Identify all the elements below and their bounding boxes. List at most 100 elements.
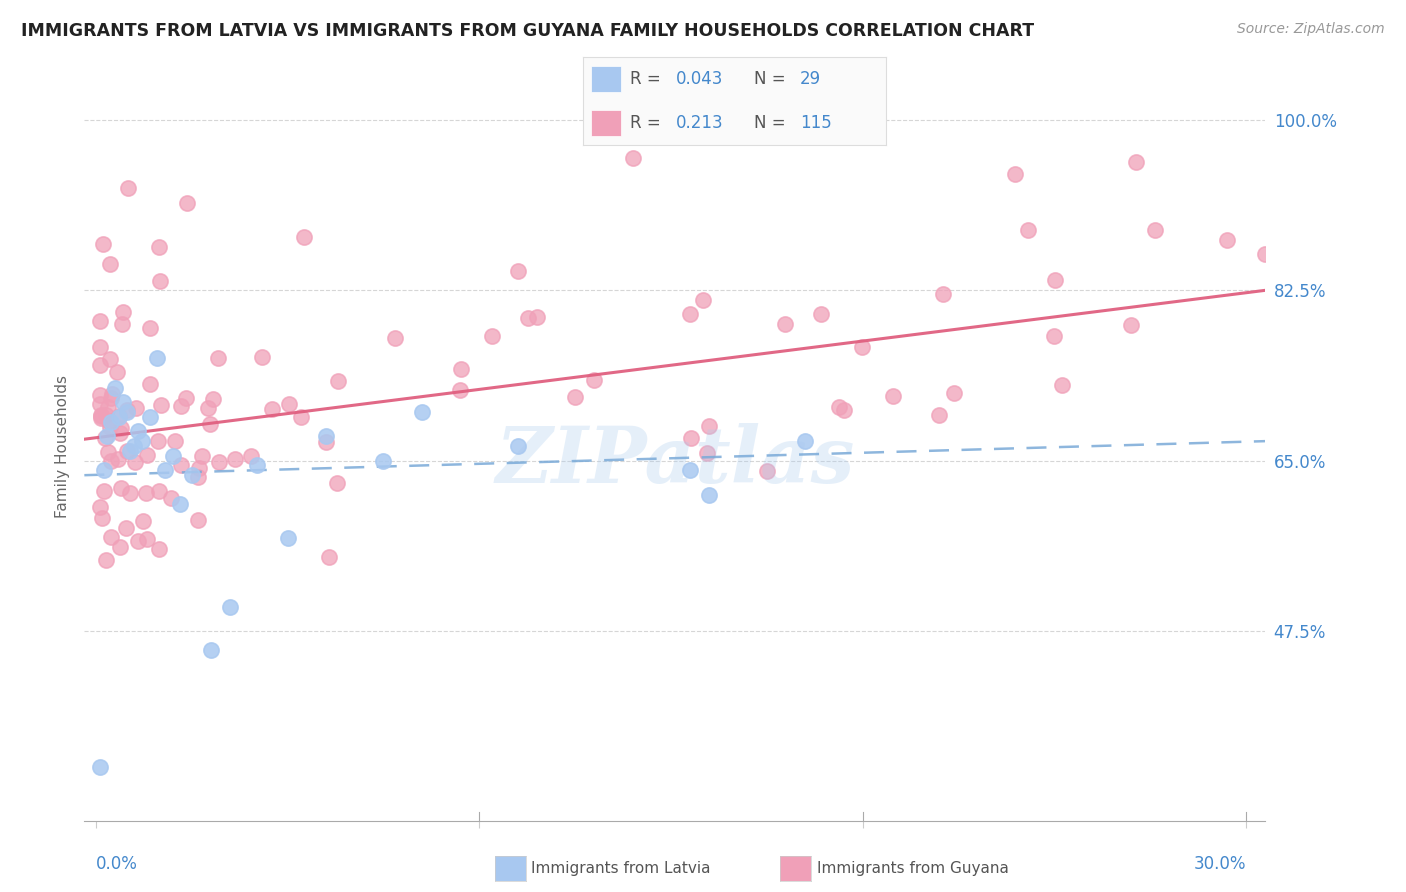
Point [621,151,644,165]
Point [117,443,139,458]
Point [851,340,873,354]
FancyBboxPatch shape [591,110,621,136]
Point [139,320,162,334]
Point [481,329,503,343]
Point [679,463,702,477]
Point [100,391,122,405]
Point [315,435,337,450]
Point [89,397,111,411]
Point [90,409,112,423]
Point [326,374,349,388]
Point [96,553,118,567]
Point [93,483,115,498]
Point [162,449,184,463]
Point [135,532,157,546]
Point [101,387,124,401]
Point [384,331,406,345]
Point [104,381,127,395]
Point [1254,247,1277,261]
Text: N =: N = [754,70,792,88]
Text: ZIPatlas: ZIPatlas [495,423,855,500]
Point [696,446,718,460]
Point [160,491,183,505]
Point [506,439,529,453]
Text: IMMIGRANTS FROM LATVIA VS IMMIGRANTS FROM GUYANA FAMILY HOUSEHOLDS CORRELATION C: IMMIGRANTS FROM LATVIA VS IMMIGRANTS FRO… [21,22,1035,40]
Point [699,488,721,502]
Point [318,549,340,564]
Point [180,468,202,483]
Point [1018,223,1040,237]
Text: 0.213: 0.213 [676,113,723,132]
Point [165,434,187,449]
Point [98,420,121,434]
Point [98,352,121,367]
Point [1042,329,1064,343]
Point [131,434,153,449]
Point [124,455,146,469]
FancyBboxPatch shape [591,66,621,92]
Point [932,287,955,301]
Point [98,257,121,271]
Point [105,365,128,379]
Point [110,421,132,435]
Point [692,293,714,307]
Point [146,351,169,366]
Point [169,399,191,413]
Point [191,449,214,463]
Point [148,484,170,499]
Point [132,515,155,529]
Point [108,409,131,424]
Point [89,388,111,402]
Point [1216,233,1239,247]
Point [111,395,134,409]
Point [89,314,111,328]
Point [90,410,112,425]
Text: N =: N = [754,113,792,132]
Point [108,541,131,555]
Point [169,497,191,511]
Point [277,532,299,546]
Point [1004,167,1026,181]
Point [1125,154,1147,169]
Point [224,452,246,467]
Point [250,350,273,364]
Text: 115: 115 [800,113,831,132]
Point [127,534,149,549]
Point [516,311,538,326]
Point [526,310,548,325]
Point [1121,318,1143,332]
Point [136,449,159,463]
Point [260,402,283,417]
Point [97,445,120,459]
Point [97,414,120,428]
Point [100,530,122,544]
Point [110,481,132,495]
Point [928,408,950,422]
Point [148,542,170,557]
Point [699,418,721,433]
Point [278,397,301,411]
Point [564,390,586,404]
Point [506,263,529,277]
Point [135,485,157,500]
Point [138,409,160,424]
Point [197,401,219,415]
Text: Immigrants from Latvia: Immigrants from Latvia [531,862,711,876]
Point [583,373,606,387]
Point [208,455,231,469]
Point [115,521,138,535]
Point [200,643,222,657]
Point [107,451,129,466]
Point [246,458,269,473]
Point [326,476,349,491]
Point [89,409,111,423]
Point [1144,222,1167,236]
Point [187,469,209,483]
Point [91,236,114,251]
Point [1043,272,1066,286]
Point [775,317,797,331]
Point [411,405,433,419]
Text: 30.0%: 30.0% [1194,855,1246,872]
Point [96,408,118,422]
Point [882,389,904,403]
